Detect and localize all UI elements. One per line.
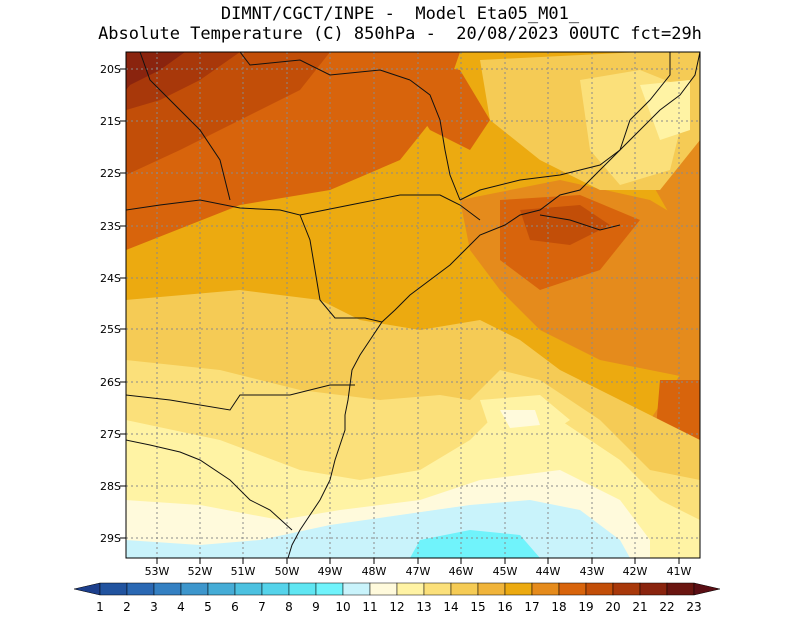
colorbar-label: 4: [177, 600, 185, 614]
colorbar-label: 22: [659, 600, 674, 614]
colorbar-swatch: [504, 582, 533, 596]
colorbar-label: 19: [578, 600, 593, 614]
colorbar-label: 23: [686, 600, 701, 614]
colorbar-swatch: [558, 582, 587, 596]
colorbar-swatch: [612, 582, 641, 596]
colorbar-label: 8: [285, 600, 293, 614]
colorbar-label: 16: [497, 600, 512, 614]
borders-and-coastline: [126, 52, 700, 558]
colorbar-swatch: [153, 582, 182, 596]
colorbar-label: 6: [231, 600, 239, 614]
colorbar-label: 17: [524, 600, 539, 614]
colorbar-swatch: [423, 582, 452, 596]
colorbar-swatch: [369, 582, 398, 596]
colorbar-swatch: [99, 582, 128, 596]
colorbar-swatch: [288, 582, 317, 596]
colorbar-swatch: [207, 582, 236, 596]
lon-tick-label: 45W: [493, 565, 518, 578]
lon-tick-label: 43W: [580, 565, 605, 578]
lat-tick-label: 29S: [100, 532, 121, 545]
lon-tick-label: 44W: [536, 565, 561, 578]
lat-tick-label: 25S: [100, 323, 121, 336]
colorbar-swatch: [477, 582, 506, 596]
colorbar-swatch: [396, 582, 425, 596]
colorbar-label: 12: [389, 600, 404, 614]
lon-tick-label: 49W: [318, 565, 343, 578]
lat-tick-label: 24S: [100, 272, 121, 285]
colorbar-arrow-left: [73, 582, 101, 596]
colorbar-label: 15: [470, 600, 485, 614]
colorbar-label: 5: [204, 600, 212, 614]
colorbar-label: 9: [312, 600, 320, 614]
lon-tick-label: 53W: [145, 565, 170, 578]
colorbar-swatch: [261, 582, 290, 596]
lon-tick-label: 50W: [275, 565, 300, 578]
colorbar-arrow-right: [693, 582, 721, 596]
lon-tick-label: 47W: [406, 565, 431, 578]
longitude-axis: 53W 52W 51W 50W 49W 48W 47W 46W 45W 44W …: [145, 558, 692, 578]
colorbar-label: 2: [123, 600, 131, 614]
lat-tick-label: 28S: [100, 480, 121, 493]
colorbar-swatch: [180, 582, 209, 596]
colorbar-swatch: [342, 582, 371, 596]
colorbar-swatch: [234, 582, 263, 596]
colorbar-label: 21: [632, 600, 647, 614]
latitude-axis: 20S 21S 22S 23S 24S 25S 26S 27S 28S 29S: [100, 63, 126, 545]
map-grid: [126, 52, 700, 558]
lon-tick-label: 52W: [188, 565, 213, 578]
lat-tick-label: 23S: [100, 220, 121, 233]
colorbar-label: 18: [551, 600, 566, 614]
colorbar-swatch: [531, 582, 560, 596]
lon-tick-label: 46W: [449, 565, 474, 578]
lon-tick-label: 41W: [667, 565, 692, 578]
colorbar-swatch: [639, 582, 668, 596]
colorbar-label: 20: [605, 600, 620, 614]
colorbar-label: 13: [416, 600, 431, 614]
colorbar-swatch: [126, 582, 155, 596]
colorbar-label: 11: [362, 600, 377, 614]
map-title-line-1: DIMNT/CGCT/INPE - Model Eta05_M01_: [220, 4, 580, 24]
lon-tick-label: 48W: [362, 565, 387, 578]
colorbar-label: 1: [96, 600, 104, 614]
colorbar-label: 14: [443, 600, 458, 614]
lat-tick-label: 26S: [100, 376, 121, 389]
colorbar: 1 2 3 4 5 6 7 8 9 10 11 12 13 14 15 16 17 18 19 20 21 22 23: [73, 582, 721, 614]
lat-tick-label: 27S: [100, 428, 121, 441]
lon-tick-label: 51W: [231, 565, 256, 578]
colorbar-swatch: [315, 582, 344, 596]
colorbar-label: 10: [335, 600, 350, 614]
colorbar-label: 3: [150, 600, 158, 614]
map-frame: [125, 51, 701, 559]
lat-tick-label: 21S: [100, 115, 121, 128]
lat-tick-label: 20S: [100, 63, 121, 76]
colorbar-label: 7: [258, 600, 266, 614]
colorbar-swatch: [585, 582, 614, 596]
map-title-line-2: Absolute Temperature (C) 850hPa - 20/08/…: [98, 24, 702, 44]
temperature-field: [126, 52, 700, 558]
lat-tick-label: 22S: [100, 167, 121, 180]
colorbar-swatch: [666, 582, 695, 596]
colorbar-swatch: [450, 582, 479, 596]
lon-tick-label: 42W: [623, 565, 648, 578]
